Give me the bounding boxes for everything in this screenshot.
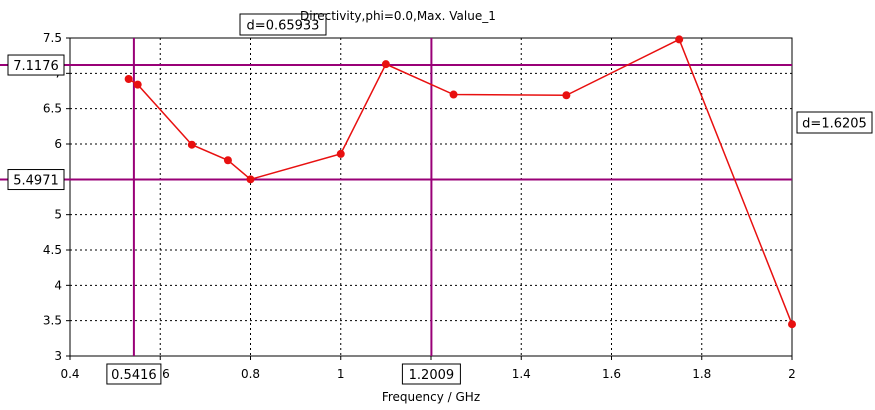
data-point <box>675 35 684 44</box>
chart-title: Directivity,phi=0.0,Max. Value_1 <box>300 9 496 23</box>
delta-y-label-box <box>796 111 873 134</box>
y-tick-label: 4 <box>54 278 62 292</box>
vertical-marker-label: 0.5416 <box>106 363 162 385</box>
y-tick-label: 4.5 <box>43 243 62 257</box>
vertical-marker-label-text: 0.5416 <box>111 368 157 383</box>
series-directivity <box>124 35 796 329</box>
y-tick-label: 7.5 <box>43 31 62 45</box>
data-point <box>246 175 255 184</box>
data-point <box>788 320 796 329</box>
y-tick-label: 6 <box>54 137 62 151</box>
delta-x-label-box <box>239 13 327 36</box>
horizontal-marker-label-text: 5.4971 <box>13 174 59 189</box>
data-point <box>187 140 196 149</box>
vertical-marker-label: 1.2009 <box>401 363 461 385</box>
x-tick-label: 1 <box>337 367 345 381</box>
y-tick-label: 3 <box>54 349 62 363</box>
x-tick-label: 1.4 <box>512 367 531 381</box>
x-axis-label: Frequency / GHz <box>382 390 480 404</box>
marker-lines <box>0 38 792 356</box>
data-point <box>124 74 133 83</box>
data-point <box>133 80 142 89</box>
horizontal-marker-label-box <box>7 54 65 76</box>
delta-x-label: d=0.65933 <box>239 13 327 36</box>
y-tick-label: 5 <box>54 208 62 222</box>
vertical-marker-label-text: 1.2009 <box>409 368 455 383</box>
x-tick-label: 1.8 <box>692 367 711 381</box>
delta-y-label: d=1.6205 <box>796 111 873 134</box>
data-point <box>336 149 345 158</box>
vertical-marker-label-box <box>106 363 162 385</box>
y-tick-label: 3.5 <box>43 314 62 328</box>
horizontal-marker-label-text: 7.1176 <box>13 59 59 74</box>
data-point <box>381 60 390 69</box>
horizontal-marker-label: 7.1176 <box>7 54 65 76</box>
x-tick-label: 1.6 <box>602 367 621 381</box>
data-point <box>562 91 571 100</box>
x-tick-label: 0.4 <box>60 367 79 381</box>
delta-x-label-text: d=0.65933 <box>247 19 320 34</box>
horizontal-marker-label-box <box>7 169 65 191</box>
y-tick-label: 6.5 <box>43 102 62 116</box>
delta-y-label-text: d=1.6205 <box>802 117 867 132</box>
horizontal-marker-label: 5.4971 <box>7 169 65 191</box>
x-tick-label: 0.8 <box>241 367 260 381</box>
marker-labels: 0.5416 1.2009 7.1176 5.4971 d=0.65933 d=1.620… <box>7 13 873 385</box>
vertical-marker-label-box <box>401 363 461 385</box>
x-tick-label: 2 <box>788 367 796 381</box>
data-point <box>223 156 232 165</box>
data-point <box>449 90 458 99</box>
